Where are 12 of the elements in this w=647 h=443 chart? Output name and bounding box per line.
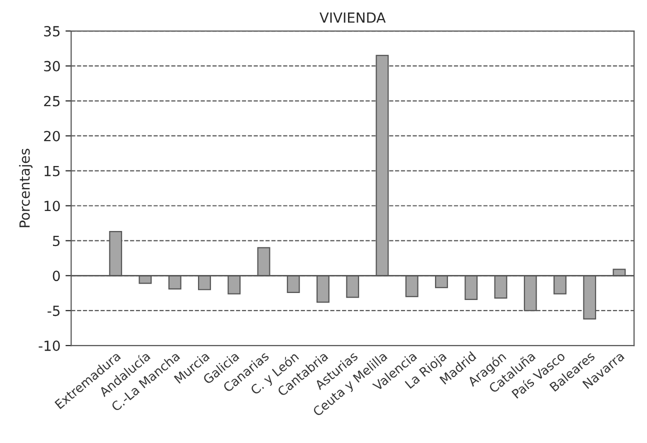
y-tick-label: 5 <box>52 236 60 246</box>
y-tick-label: 0 <box>52 270 60 282</box>
y-tick-label: 30 <box>44 60 60 72</box>
y-tick-label: 10 <box>44 200 60 212</box>
y-tick-label: -10 <box>38 340 60 352</box>
y-tick-label: 15 <box>44 166 60 176</box>
chart-title: VIVIENDA <box>320 12 386 23</box>
y-tick-label: 20 <box>44 130 60 142</box>
y-tick-label: 35 <box>44 26 60 36</box>
y-tick-label: -5 <box>48 306 60 316</box>
y-tick-label: 25 <box>44 96 60 106</box>
y-axis-title: Porcentajes <box>19 148 33 228</box>
